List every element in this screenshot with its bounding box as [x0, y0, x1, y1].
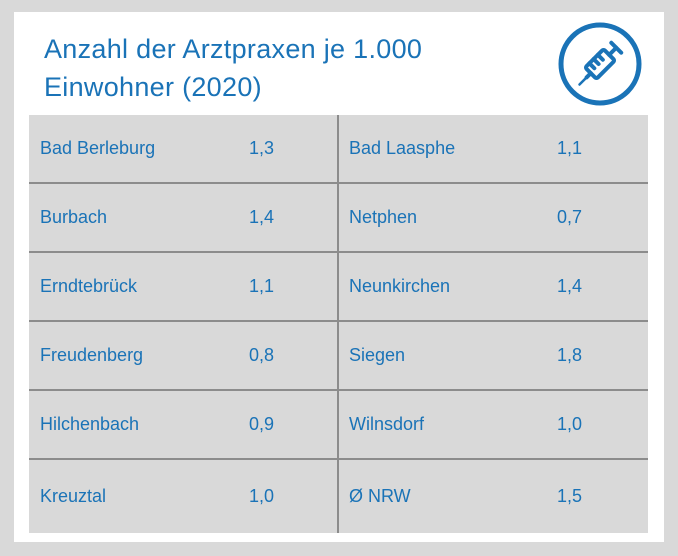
- row-divider: [29, 389, 648, 391]
- table-row: Bad Berleburg 1,3 Bad Laasphe 1,1: [29, 115, 648, 184]
- title-line-1: Anzahl der Arztpraxen je 1.000: [44, 34, 423, 64]
- table-row: Kreuztal 1,0 Ø NRW 1,5: [29, 460, 648, 533]
- column-divider: [337, 115, 339, 533]
- table-row: Hilchenbach 0,9 Wilnsdorf 1,0: [29, 391, 648, 460]
- municipality-name: Siegen: [349, 345, 406, 365]
- practice-value: 1,8: [557, 345, 583, 365]
- row-divider: [29, 182, 648, 184]
- practice-value: 1,1: [557, 138, 583, 158]
- title-line-2: Einwohner (2020): [44, 72, 262, 102]
- practice-value: 0,9: [249, 414, 275, 434]
- municipality-name: Ø NRW: [349, 486, 411, 506]
- page-title: Anzahl der Arztpraxen je 1.000 Einwohner…: [44, 30, 524, 106]
- table-row: Freudenberg 0,8 Siegen 1,8: [29, 322, 648, 391]
- municipality-name: Wilnsdorf: [349, 414, 425, 434]
- row-divider: [29, 458, 648, 460]
- practice-value: 1,4: [557, 276, 583, 296]
- practice-value: 0,8: [249, 345, 275, 365]
- practice-value: 1,1: [249, 276, 275, 296]
- municipality-name: Erndtebrück: [40, 276, 138, 296]
- practice-value: 1,5: [557, 486, 583, 506]
- municipality-name: Bad Laasphe: [349, 138, 456, 158]
- municipality-name: Neunkirchen: [349, 276, 451, 296]
- municipality-name: Netphen: [349, 207, 418, 227]
- practice-value: 1,0: [557, 414, 583, 434]
- row-divider: [29, 320, 648, 322]
- table-row: Erndtebrück 1,1 Neunkirchen 1,4: [29, 253, 648, 322]
- data-table: Bad Berleburg 1,3 Bad Laasphe 1,1 Burbac…: [29, 115, 648, 533]
- practice-value: 1,3: [249, 138, 275, 158]
- table-row: Burbach 1,4 Netphen 0,7: [29, 184, 648, 253]
- municipality-name: Kreuztal: [40, 486, 107, 506]
- municipality-name: Freudenberg: [40, 345, 144, 365]
- municipality-name: Bad Berleburg: [40, 138, 156, 158]
- municipality-name: Hilchenbach: [40, 414, 140, 434]
- syringe-icon: [557, 21, 643, 107]
- practice-value: 1,0: [249, 486, 275, 506]
- practice-value: 1,4: [249, 207, 275, 227]
- municipality-name: Burbach: [40, 207, 108, 227]
- info-card: Anzahl der Arztpraxen je 1.000 Einwohner…: [14, 12, 664, 542]
- practice-value: 0,7: [557, 207, 583, 227]
- row-divider: [29, 251, 648, 253]
